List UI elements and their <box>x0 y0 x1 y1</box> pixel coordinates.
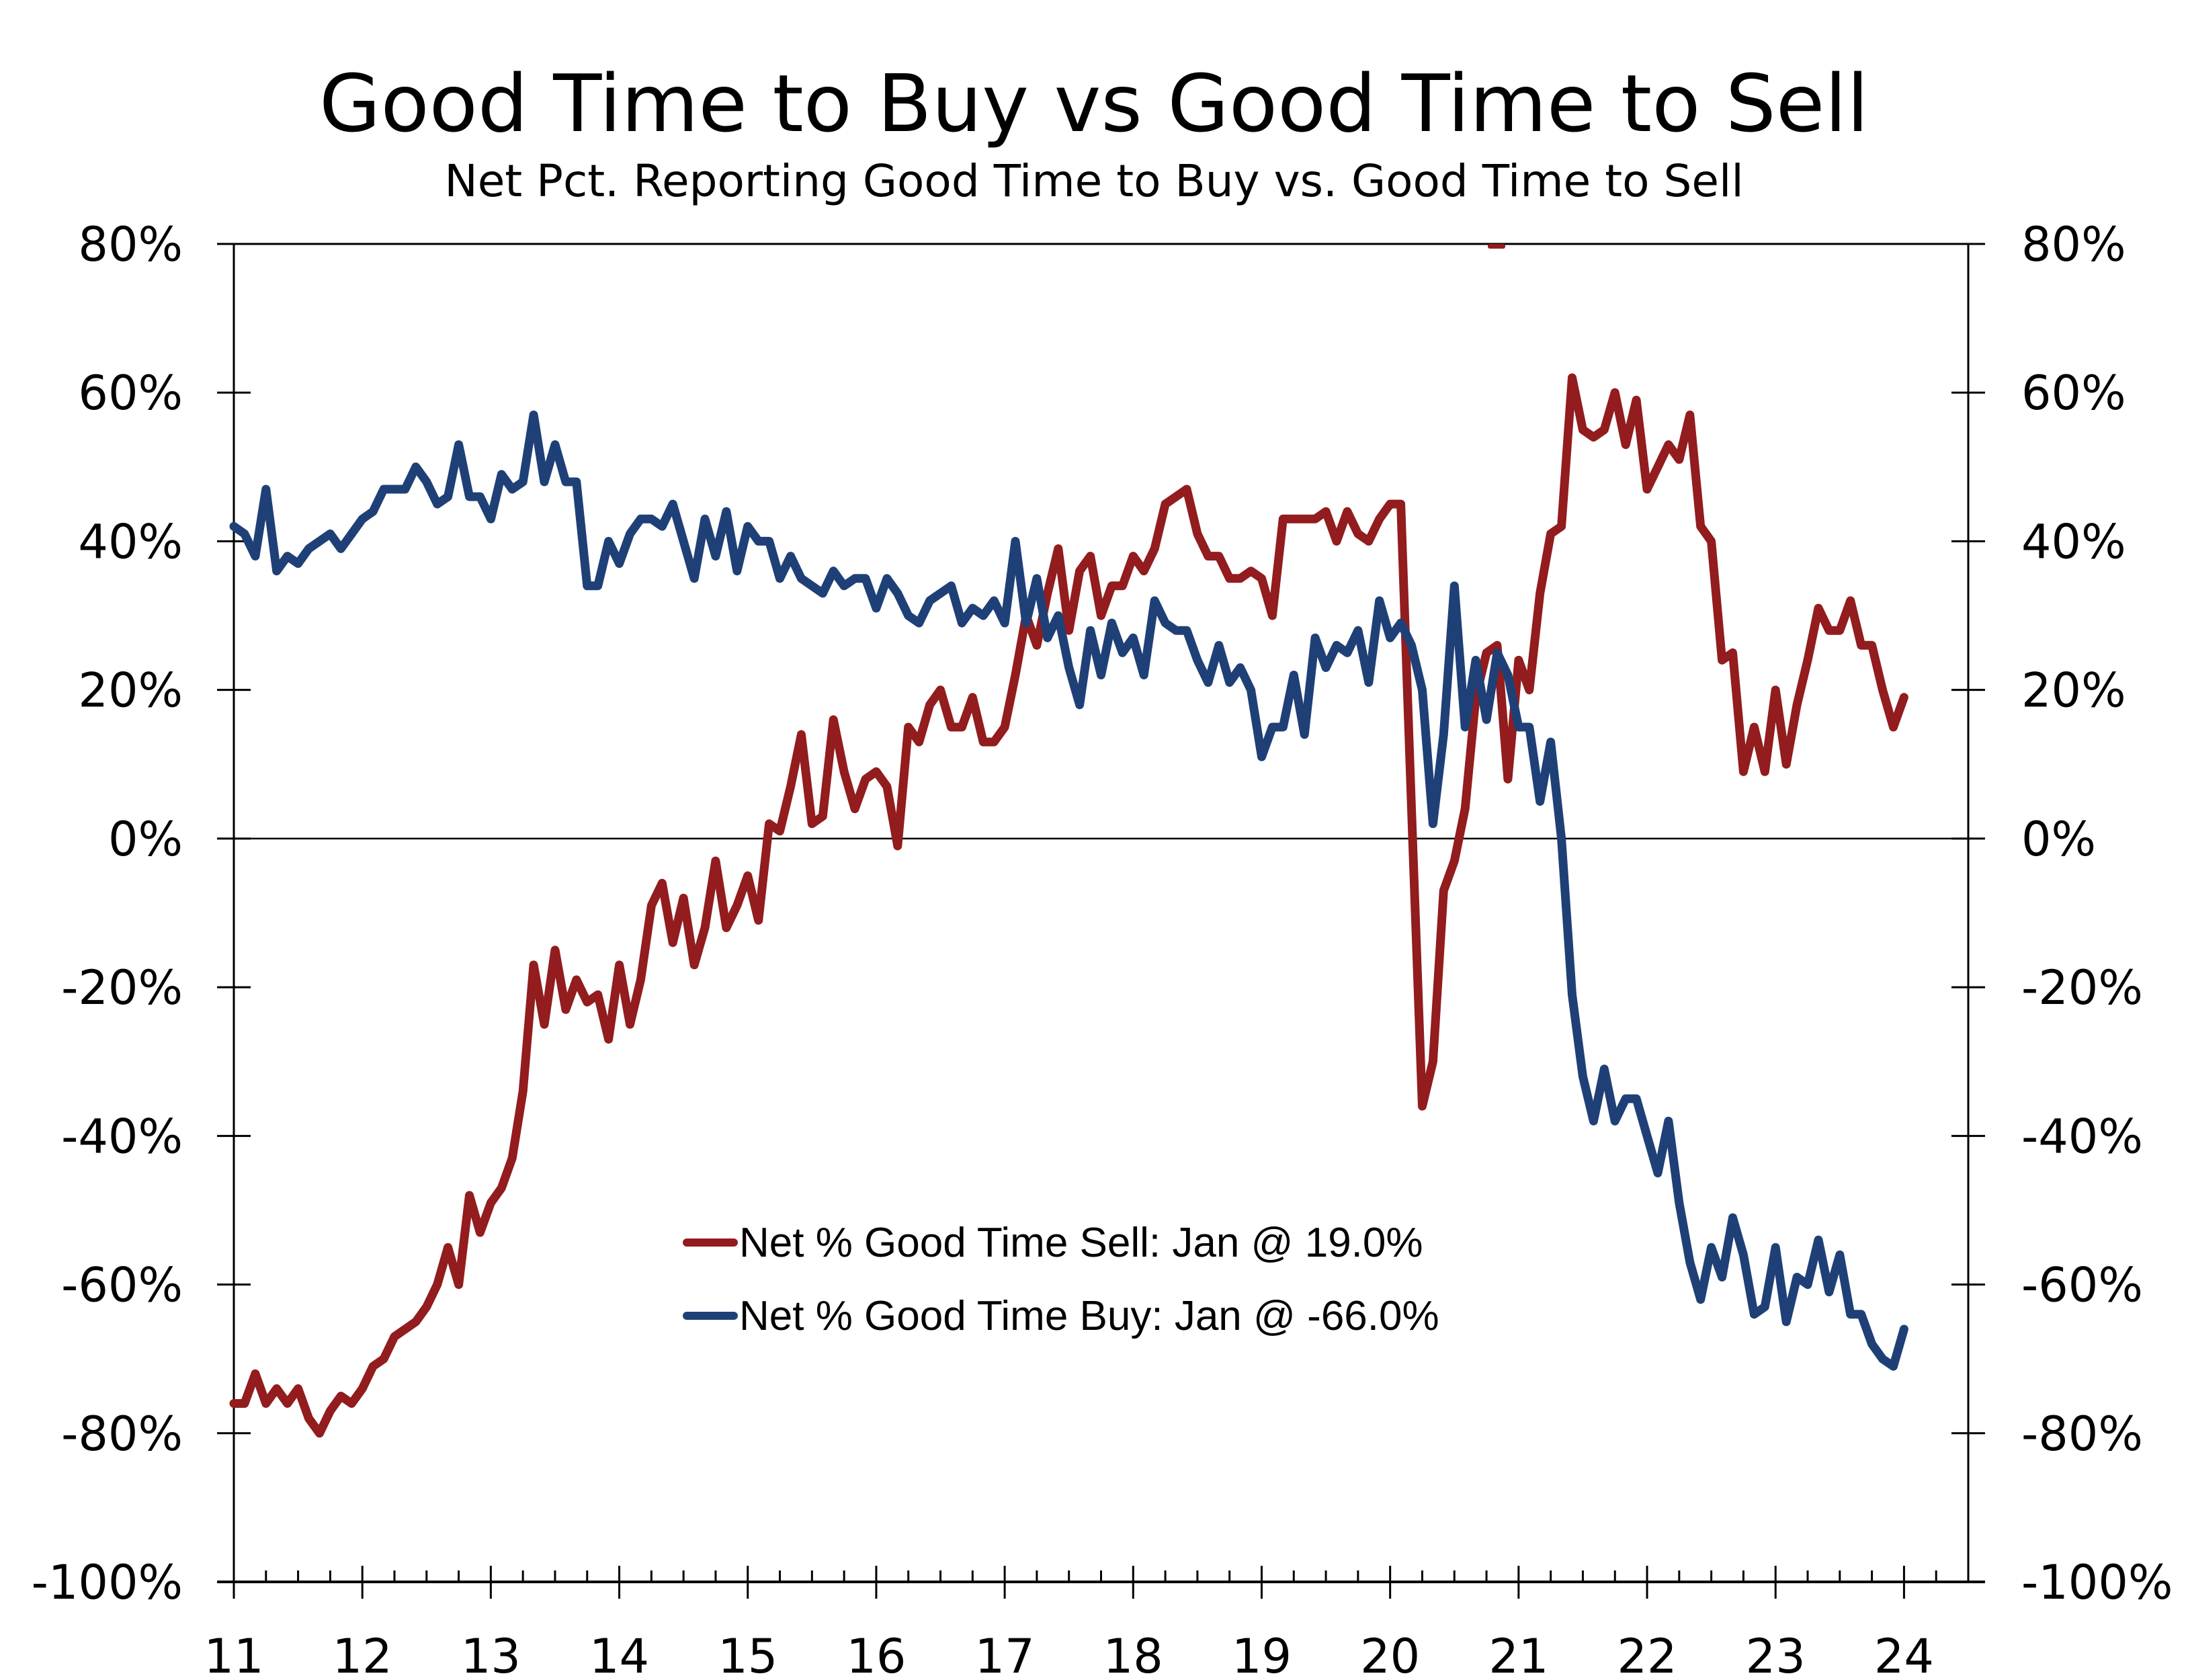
y-tick-label-right: -40% <box>2021 1109 2143 1164</box>
y-tick-label-left: -60% <box>61 1258 183 1313</box>
legend: Net % Good Time Sell: Jan @ 19.0% Net % … <box>683 1220 1439 1339</box>
y-tick-label-left: 60% <box>78 366 183 421</box>
y-axis-left-labels: 80% 60% 40% 20% 0% -20% -40% -60% -80% -100% <box>32 217 183 1610</box>
y-tick-label-left: 40% <box>78 514 183 569</box>
y-tick-label-left: -100% <box>32 1555 183 1610</box>
x-tick-label: 15 <box>718 1629 777 1680</box>
y-tick-label-left: -80% <box>61 1406 183 1462</box>
y-tick-label-left: 20% <box>78 663 183 718</box>
y-tick-label-right: 60% <box>2021 366 2126 421</box>
x-tick-label: 13 <box>461 1629 521 1680</box>
x-tick-label: 24 <box>1874 1629 1934 1680</box>
y-tick-label-left: 80% <box>78 217 183 272</box>
y-tick-label-left: -20% <box>61 960 183 1015</box>
y-tick-label-right: 40% <box>2021 514 2126 569</box>
x-axis-labels: 11 12 13 14 15 16 17 18 19 20 21 22 23 24 <box>204 1629 1933 1680</box>
x-tick-label: 12 <box>333 1629 392 1680</box>
y-tick-label-right: 20% <box>2021 663 2126 718</box>
x-tick-label: 11 <box>204 1629 263 1680</box>
x-tick-label: 19 <box>1232 1629 1292 1680</box>
x-tick-label: 14 <box>589 1629 649 1680</box>
y-tick-label-left: 0% <box>108 812 183 867</box>
x-tick-label: 22 <box>1617 1629 1677 1680</box>
x-tick-label: 17 <box>975 1629 1035 1680</box>
series-layer <box>229 244 1908 1438</box>
y-tick-label-right: -80% <box>2021 1406 2143 1462</box>
chart-subtitle: Net Pct. Reporting Good Time to Buy vs. … <box>444 155 1743 207</box>
x-tick-label: 20 <box>1360 1629 1420 1680</box>
series-sell <box>229 373 1908 1438</box>
y-tick-label-right: 0% <box>2021 812 2096 867</box>
series-buy <box>229 410 1908 1371</box>
axes <box>217 243 1985 1599</box>
legend-item-buy: Net % Good Time Buy: Jan @ -66.0% <box>683 1293 1439 1339</box>
y-tick-label-right: -20% <box>2021 960 2143 1015</box>
y-tick-label-right: -100% <box>2021 1555 2173 1610</box>
y-tick-label-right: -60% <box>2021 1258 2143 1313</box>
legend-item-sell: Net % Good Time Sell: Jan @ 19.0% <box>683 1220 1423 1266</box>
y-tick-label-right: 80% <box>2021 217 2126 272</box>
series-line <box>229 373 1908 1438</box>
x-tick-label: 16 <box>846 1629 906 1680</box>
legend-label-sell: Net % Good Time Sell: Jan @ 19.0% <box>739 1220 1423 1266</box>
y-axis-right-labels: 80% 60% 40% 20% 0% -20% -40% -60% -80% -100% <box>2021 217 2173 1610</box>
clipped-segment-mark <box>1488 244 1505 249</box>
x-tick-label: 18 <box>1103 1629 1163 1680</box>
x-tick-label: 23 <box>1746 1629 1806 1680</box>
chart-title: Good Time to Buy vs Good Time to Sell <box>319 57 1869 150</box>
legend-label-buy: Net % Good Time Buy: Jan @ -66.0% <box>739 1293 1439 1339</box>
y-tick-label-left: -40% <box>61 1109 183 1164</box>
x-tick-label: 21 <box>1488 1629 1548 1680</box>
